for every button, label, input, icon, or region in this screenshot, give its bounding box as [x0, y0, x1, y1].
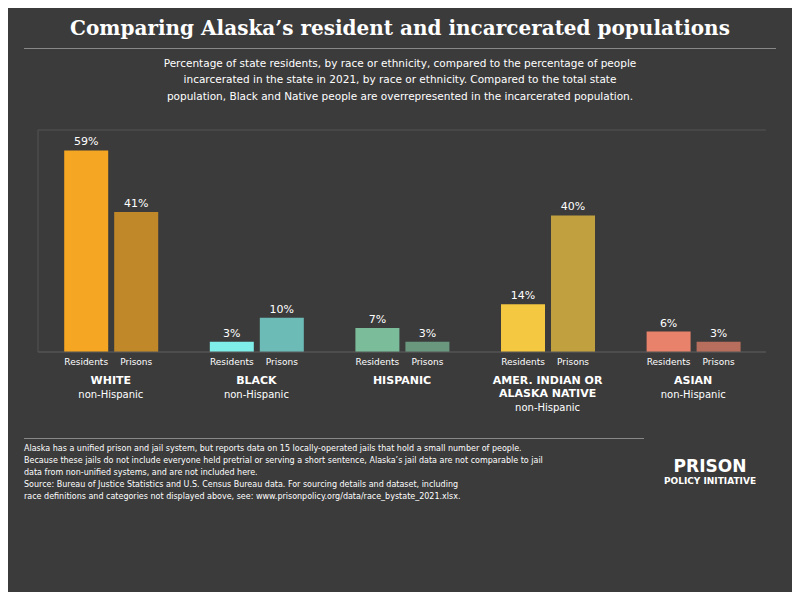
svg-text:Prisons: Prisons [120, 357, 152, 367]
svg-text:14%: 14% [511, 289, 535, 302]
svg-text:Prisons: Prisons [411, 357, 443, 367]
svg-text:Residents: Residents [210, 357, 254, 367]
html-text:PRISON: PRISON [673, 455, 747, 476]
html-text:Comparing Alaska’s resident an: Comparing Alaska’s resident and incarcer… [70, 16, 730, 40]
svg-text:HISPANIC: HISPANIC [373, 374, 431, 387]
svg-text:59%: 59% [74, 135, 98, 148]
svg-text:Residents: Residents [501, 357, 545, 367]
html-text:POLICY INITIATIVE: POLICY INITIATIVE [663, 475, 757, 486]
svg-text:non-Hispanic: non-Hispanic [515, 402, 580, 413]
svg-text:BLACK: BLACK [236, 374, 277, 387]
svg-text:Residents: Residents [647, 357, 691, 367]
svg-text:Prisons: Prisons [266, 357, 298, 367]
svg-text:non-Hispanic: non-Hispanic [224, 389, 289, 400]
html-text:Percentage of state residents,: Percentage of state residents, by race o… [163, 57, 637, 102]
svg-text:6%: 6% [660, 316, 677, 329]
svg-text:Prisons: Prisons [703, 357, 735, 367]
svg-text:7%: 7% [369, 313, 386, 326]
svg-text:non-Hispanic: non-Hispanic [78, 389, 143, 400]
svg-text:Residents: Residents [64, 357, 108, 367]
svg-text:3%: 3% [710, 327, 727, 340]
svg-text:AMER. INDIAN OR: AMER. INDIAN OR [493, 374, 603, 387]
svg-text:40%: 40% [561, 200, 585, 213]
svg-text:3%: 3% [419, 327, 436, 340]
svg-text:Prisons: Prisons [557, 357, 589, 367]
svg-text:Residents: Residents [356, 357, 400, 367]
svg-text:non-Hispanic: non-Hispanic [661, 389, 726, 400]
svg-text:41%: 41% [124, 197, 148, 210]
svg-text:ALASKA NATIVE: ALASKA NATIVE [499, 387, 596, 400]
svg-text:ASIAN: ASIAN [674, 374, 712, 387]
svg-text:10%: 10% [270, 303, 294, 316]
html-text:Alaska has a unified prison an: Alaska has a unified prison and jail sys… [24, 443, 543, 501]
svg-text:3%: 3% [223, 327, 240, 340]
svg-text:WHITE: WHITE [91, 374, 131, 387]
